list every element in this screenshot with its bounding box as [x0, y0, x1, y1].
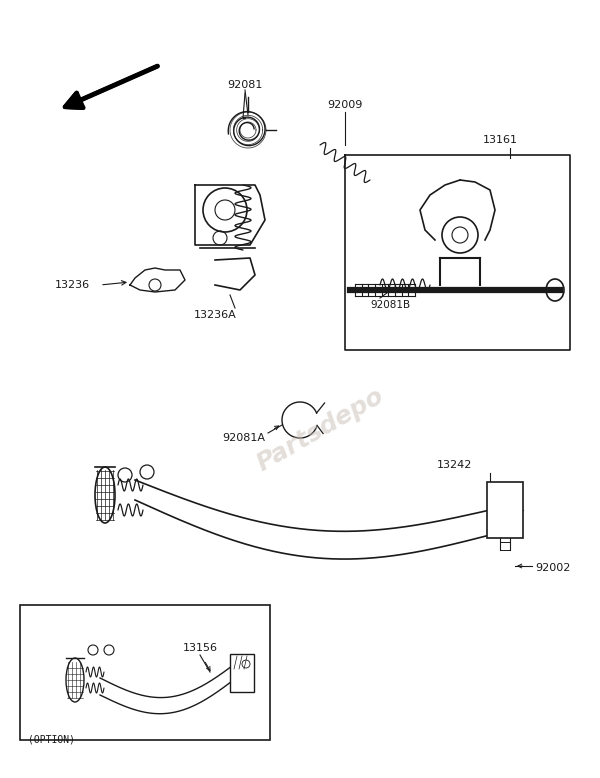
Text: Partsdepo: Partsdepo	[252, 384, 388, 476]
Bar	[20, 605, 270, 740]
Bar	[230, 654, 254, 692]
Bar	[487, 482, 523, 538]
Text: 13156: 13156	[182, 643, 218, 653]
Text: 13236: 13236	[55, 280, 90, 290]
Text: 13236A: 13236A	[194, 310, 236, 320]
Text: 13161: 13161	[482, 135, 517, 145]
Text: (OPTION): (OPTION)	[28, 735, 75, 745]
Polygon shape	[195, 185, 265, 245]
Text: 92002: 92002	[535, 563, 571, 573]
Text: 13242: 13242	[437, 460, 473, 470]
Text: 92081: 92081	[227, 80, 263, 90]
Text: 92081A: 92081A	[222, 433, 265, 443]
Text: 92081B: 92081B	[370, 300, 410, 310]
Bar	[497, 495, 513, 505]
Text: 92009: 92009	[328, 100, 362, 110]
